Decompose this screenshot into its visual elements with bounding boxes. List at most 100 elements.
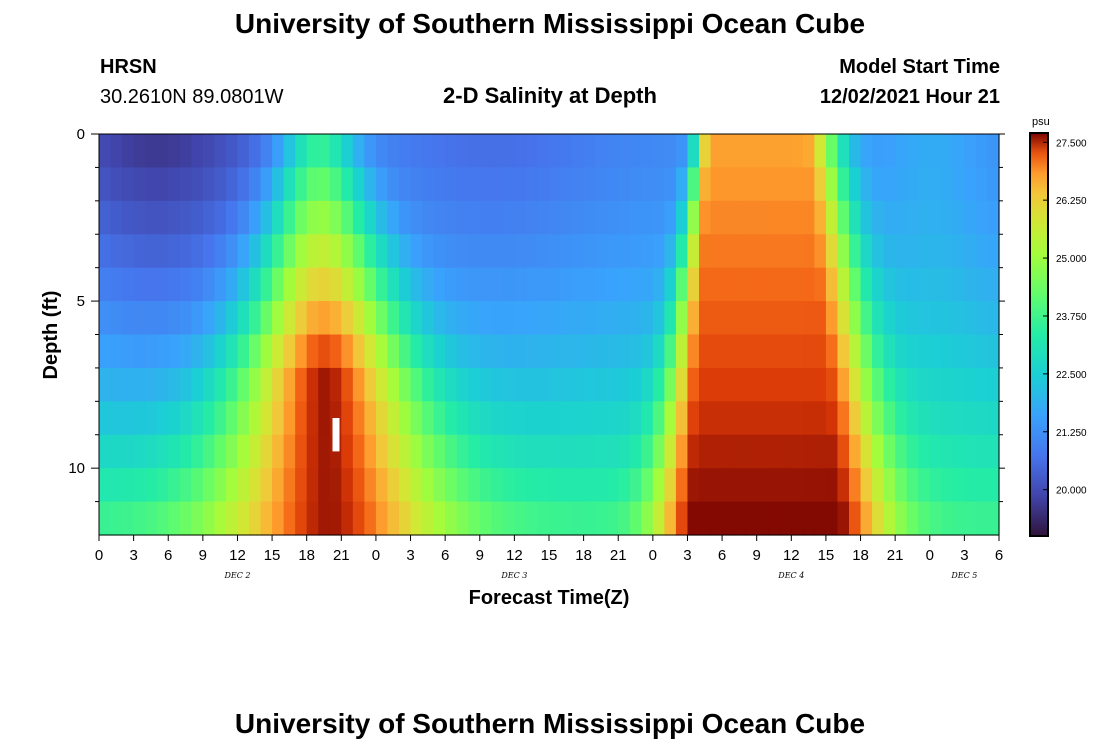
heatmap-cell [791, 434, 804, 469]
heatmap-cell [156, 234, 169, 269]
heatmap-cell [687, 134, 700, 169]
heatmap-cell [341, 334, 354, 369]
heatmap-cell [618, 301, 631, 336]
heatmap-cell [918, 167, 931, 202]
heatmap-cell [895, 134, 908, 169]
heatmap-cell [606, 267, 619, 302]
heatmap-cell [964, 501, 977, 536]
heatmap-cell [110, 234, 123, 269]
heatmap-cell [779, 468, 792, 503]
heatmap-cell [318, 200, 331, 235]
heatmap-cell [606, 234, 619, 269]
heatmap-cell [352, 267, 365, 302]
heatmap-cell [295, 434, 308, 469]
heatmap-cell [975, 167, 989, 202]
heatmap-cell [422, 501, 435, 536]
heatmap-cell [260, 468, 273, 503]
heatmap-cell [456, 200, 469, 235]
heatmap-cell [145, 167, 158, 202]
heatmap-cell [918, 401, 931, 436]
heatmap-cell [283, 267, 296, 302]
heatmap-cell [849, 134, 862, 169]
heatmap-cell [872, 301, 885, 336]
x-axis-title: Forecast Time(Z) [469, 587, 630, 609]
heatmap-cell [156, 401, 169, 436]
heatmap-cell [975, 434, 989, 469]
heatmap-cell [214, 468, 227, 503]
heatmap-cell [906, 434, 919, 469]
heatmap-cell [468, 401, 481, 436]
heatmap-cell [168, 434, 181, 469]
x-tick-label: 6 [995, 547, 1003, 564]
heatmap-cell [779, 334, 792, 369]
heatmap-cell [329, 267, 342, 302]
heatmap-cell [883, 468, 896, 503]
heatmap-cell [133, 234, 146, 269]
y-tick-label: 10 [68, 460, 85, 477]
heatmap-cell [306, 134, 319, 169]
heatmap-cell [156, 334, 169, 369]
heatmap-cell [699, 468, 712, 503]
heatmap-cell [468, 167, 481, 202]
heatmap-cell [768, 468, 781, 503]
heatmap-cell [525, 401, 539, 436]
heatmap-cell [237, 267, 250, 302]
heatmap-cell [883, 334, 896, 369]
heatmap-cell [825, 434, 839, 469]
heatmap-cell [641, 401, 654, 436]
heatmap-cell [422, 334, 435, 369]
heatmap-cell [306, 200, 319, 235]
heatmap-cell [675, 401, 689, 436]
heatmap-cell [168, 468, 181, 503]
heatmap-cell [675, 468, 689, 503]
heatmap-cell [583, 301, 596, 336]
heatmap-cell [375, 167, 389, 202]
heatmap-cell [410, 501, 423, 536]
heatmap-cell [375, 134, 389, 169]
heatmap-cell [225, 334, 239, 369]
heatmap-cell [779, 501, 792, 536]
heatmap-cell [156, 501, 169, 536]
heatmap-cell [699, 367, 712, 402]
heatmap-cell [652, 167, 665, 202]
heatmap-cell [572, 401, 585, 436]
heatmap-cell [202, 234, 215, 269]
heatmap-cell [560, 134, 573, 169]
heatmap-cell [595, 234, 608, 269]
heatmap-cell [191, 167, 204, 202]
heatmap-cell [260, 367, 273, 402]
heatmap-cell [272, 468, 285, 503]
heatmap-cell [364, 468, 377, 503]
heatmap-cell [675, 501, 689, 536]
heatmap-cell [468, 468, 481, 503]
x-tick-label: 3 [129, 547, 137, 564]
heatmap-cell [549, 134, 562, 169]
heatmap-cell [941, 267, 954, 302]
heatmap-cell [179, 134, 192, 169]
heatmap-cell [687, 434, 700, 469]
heatmap-cell [456, 301, 469, 336]
heatmap-cell [445, 167, 458, 202]
heatmap-cell [802, 301, 815, 336]
heatmap-cell [641, 301, 654, 336]
heatmap-cell [849, 167, 862, 202]
heatmap-cell [433, 334, 446, 369]
heatmap-cell [387, 367, 400, 402]
heatmap-cell [906, 267, 919, 302]
heatmap-cell [214, 234, 227, 269]
heatmap-cell [514, 234, 527, 269]
heatmap-cell [975, 334, 989, 369]
heatmap-cell [249, 167, 262, 202]
heatmap-cell [537, 200, 550, 235]
heatmap-cell [664, 234, 677, 269]
heatmap-cell [133, 468, 146, 503]
heatmap-cell [664, 434, 677, 469]
heatmap-cell [133, 167, 146, 202]
heatmap-cell [468, 301, 481, 336]
heatmap-cell [133, 200, 146, 235]
x-tick-label: 12 [506, 547, 523, 564]
heatmap-cell [237, 401, 250, 436]
heatmap-cell [929, 334, 942, 369]
heatmap-cell [225, 200, 239, 235]
y-axis-title: Depth (ft) [40, 291, 62, 380]
